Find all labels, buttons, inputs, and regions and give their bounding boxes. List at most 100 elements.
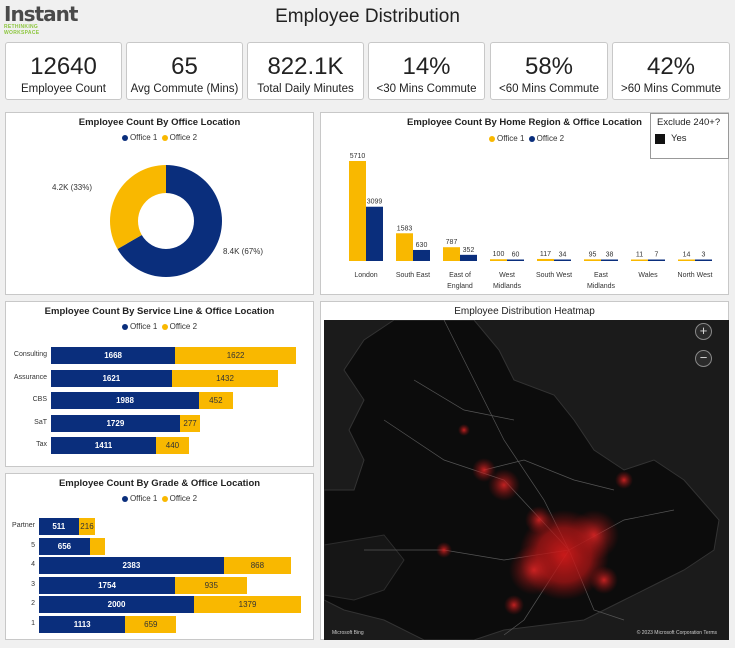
chart-title: Employee Count By Grade & Office Locatio… <box>58 478 261 489</box>
bar-office1[interactable]: 656 <box>39 537 90 555</box>
bar-office2[interactable]: 1622 <box>175 347 296 364</box>
bar-office2[interactable] <box>89 537 105 555</box>
donut-label-office2: 4.2K (33%) <box>52 183 92 192</box>
bar-office2[interactable]: 659 <box>125 616 177 633</box>
region-bar-1[interactable] <box>537 258 554 261</box>
bar-office1[interactable]: 2383 <box>39 557 224 575</box>
bar-office1[interactable]: 1754 <box>39 576 175 594</box>
bar-office1[interactable]: 1668 <box>51 347 176 364</box>
legend-office2-label: Office 2 <box>169 133 198 142</box>
region-bar-value: 630 <box>416 242 428 249</box>
bar-category-label: CBS <box>32 396 47 403</box>
logo-wordmark: Instant <box>4 2 78 26</box>
slicer-checkbox[interactable] <box>655 133 665 144</box>
kpi-over-60: 42% >60 Mins Commute <box>612 42 730 100</box>
bristol-channel <box>324 534 405 601</box>
bar-category-label: 3 <box>31 580 35 588</box>
map-canvas[interactable] <box>324 320 729 640</box>
region-category-label: North West <box>678 272 713 279</box>
region-category-label: South East <box>396 272 430 279</box>
chart-title: Employee Count By Service Line & Office … <box>44 306 275 317</box>
region-bar-value: 11 <box>636 252 643 259</box>
bar-office1[interactable]: 1988 <box>51 392 200 409</box>
bing-attribution: Microsoft Bing <box>332 630 364 636</box>
bar-office1[interactable]: 511 <box>39 518 79 535</box>
bar-office1[interactable]: 1113 <box>39 616 126 633</box>
region-bar-2[interactable] <box>460 254 477 261</box>
chart-legend: Office 1 Office 2 <box>6 133 313 142</box>
bar-office2[interactable]: 1432 <box>171 369 279 387</box>
heat-cluster-north <box>458 424 470 436</box>
service-line-chart-panel: Employee Count By Service Line & Office … <box>5 301 314 467</box>
bar-office2[interactable]: 868 <box>223 557 292 575</box>
bar-office2[interactable]: 452 <box>199 392 233 409</box>
legend-office1-swatch <box>121 134 128 141</box>
donut-slice-2[interactable] <box>110 165 166 249</box>
bar-office1[interactable]: 2000 <box>39 596 195 614</box>
region-bar-2[interactable] <box>601 259 618 262</box>
kpi-value: 822.1K <box>267 53 344 80</box>
slicer-option-yes[interactable]: Yes <box>651 128 728 144</box>
heatmap-map[interactable]: + − Microsoft Bing © 2023 Microsoft Corp… <box>324 320 729 640</box>
kpi-label: <30 Mins Commute <box>376 83 477 95</box>
legend-office1-swatch <box>121 323 128 330</box>
region-bar-value: 60 <box>512 252 520 259</box>
region-bar-value: 14 <box>683 252 691 259</box>
heat-cluster-west <box>509 545 559 595</box>
bar-office2[interactable]: 277 <box>179 414 201 432</box>
bar-category-label: 2 <box>31 600 35 608</box>
heat-cluster-bristol <box>436 542 452 558</box>
kpi-avg-commute: 65 Avg Commute (Mins) <box>126 42 243 100</box>
heatmap-title: Employee Distribution Heatmap <box>454 306 595 317</box>
donut-slice-1[interactable] <box>117 165 222 277</box>
region-bar-2[interactable] <box>695 259 712 262</box>
region-bar-value: 7 <box>655 252 659 259</box>
region-bar-2[interactable] <box>554 259 571 262</box>
region-bar-value: 3 <box>702 252 706 259</box>
region-bar-2[interactable] <box>366 206 383 261</box>
legend-office1-label: Office 1 <box>129 322 158 331</box>
bar-office2[interactable]: 935 <box>175 576 248 594</box>
bar-office2[interactable]: 216 <box>78 518 96 535</box>
region-bar-2[interactable] <box>507 259 524 262</box>
region-bar-1[interactable] <box>490 259 507 261</box>
region-bar-2[interactable] <box>648 259 665 262</box>
region-bar-value: 3099 <box>367 199 383 206</box>
donut-label-office1: 8.4K (67%) <box>223 247 263 256</box>
zoom-in-button[interactable]: + <box>695 323 712 340</box>
slicer-title: Exclude 240+? <box>657 117 721 128</box>
region-category-label: London <box>354 272 377 279</box>
region-bar-1[interactable] <box>396 233 413 261</box>
kpi-employee-count: 12640 Employee Count <box>5 42 122 100</box>
donut-chart-panel: Employee Count By Office Location Office… <box>5 112 314 295</box>
bar-office2[interactable]: 1379 <box>194 596 301 614</box>
region-bar-2[interactable] <box>413 249 430 261</box>
legend-office2-label: Office 2 <box>169 322 198 331</box>
region-bar-1[interactable] <box>349 161 366 261</box>
region-bar-1[interactable] <box>631 259 648 262</box>
kpi-label: Employee Count <box>20 83 107 95</box>
land-mass <box>324 320 720 640</box>
chart-legend: Office 1 Office 2 <box>6 494 313 503</box>
bar-office1[interactable]: 1621 <box>51 369 172 387</box>
donut-chart: 4.2K (33%) 8.4K (67%) <box>52 165 263 277</box>
bar-office2[interactable]: 440 <box>156 437 189 454</box>
region-bar-chart: 5710 3099 London 1583 630 South East 787 352 Eas… <box>349 153 713 290</box>
kpi-label: Total Daily Minutes <box>257 83 354 95</box>
copyright-attribution[interactable]: © 2023 Microsoft Corporation Terms <box>636 630 717 636</box>
region-category-label: East of <box>449 272 471 279</box>
bar-category-label: Partner <box>12 522 35 529</box>
region-bar-1[interactable] <box>584 259 601 261</box>
bar-category-label: 1 <box>31 620 35 627</box>
legend-office1-label: Office 1 <box>497 134 525 143</box>
region-bar-1[interactable] <box>678 259 695 262</box>
bar-office1[interactable]: 1729 <box>51 414 180 432</box>
exclude-240-slicer[interactable]: Exclude 240+? Yes <box>650 113 729 159</box>
bar-office1[interactable]: 1411 <box>51 437 157 454</box>
kpi-label: >60 Mins Commute <box>620 83 722 95</box>
zoom-out-button[interactable]: − <box>695 350 712 367</box>
region-bar-value: 38 <box>606 252 614 259</box>
region-bar-1[interactable] <box>443 247 460 261</box>
region-bar-value: 95 <box>589 251 597 258</box>
kpi-value: 58% <box>524 53 574 80</box>
